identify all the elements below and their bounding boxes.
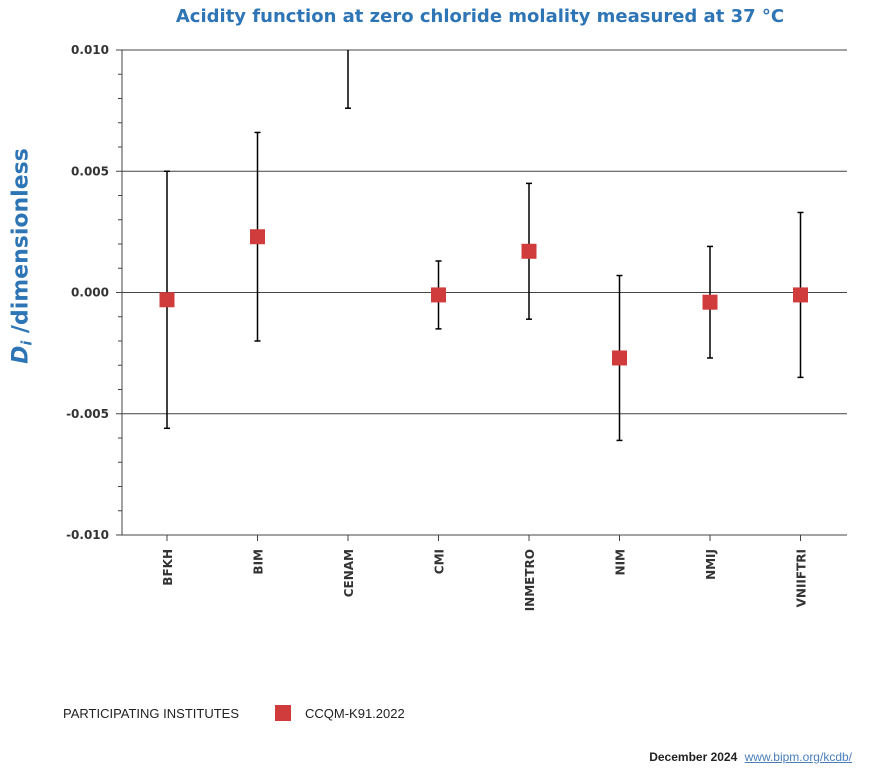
y-tick-label: -0.010 (66, 528, 109, 542)
x-tick-label: BIM (252, 549, 266, 575)
data-point (521, 243, 537, 259)
y-tick-label: 0.010 (71, 43, 109, 57)
footer-date: December 2024 (649, 750, 738, 764)
kcdb-link[interactable]: www.bipm.org/kcdb/ (744, 750, 852, 764)
x-tick-label: CENAM (342, 549, 356, 597)
data-point (250, 229, 265, 245)
y-tick-label: -0.005 (66, 407, 109, 421)
data-point (431, 287, 446, 303)
y-tick-label: 0.005 (71, 164, 109, 178)
data-point (612, 350, 627, 366)
data-point (159, 292, 175, 308)
x-tick-label: CMI (433, 549, 447, 574)
legend-series-label: CCQM-K91.2022 (305, 705, 405, 721)
legend-swatch-square-icon (275, 705, 291, 721)
chart-title: Acidity function at zero chloride molali… (175, 6, 785, 27)
footer: December 2024 www.bipm.org/kcdb/ (649, 750, 852, 764)
data-point (793, 287, 808, 303)
y-tick-label: 0.000 (71, 286, 109, 300)
x-tick-label: BFKH (161, 549, 175, 586)
x-tick-label: NMIJ (704, 549, 718, 580)
x-tick-label: NIM (614, 549, 628, 575)
data-point (702, 294, 718, 310)
x-tick-label: INMETRO (523, 549, 537, 611)
x-tick-label: VNIIFTRI (795, 549, 809, 607)
legend-title: PARTICIPATING INSTITUTES (63, 705, 239, 721)
legend: PARTICIPATING INSTITUTES CCQM-K91.2022 (63, 704, 405, 722)
